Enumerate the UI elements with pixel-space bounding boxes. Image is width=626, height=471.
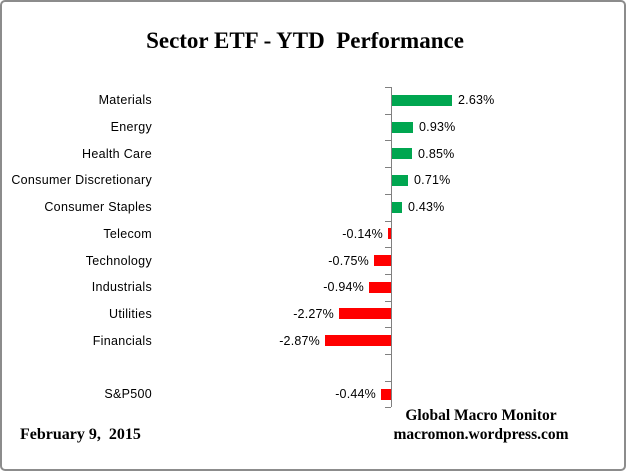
category-label-industrials: Industrials bbox=[91, 280, 152, 294]
category-label-consumer-discretionary: Consumer Discretionary bbox=[11, 173, 152, 187]
axis-tick-mark bbox=[385, 221, 391, 222]
axis-tick-mark bbox=[385, 114, 391, 115]
bar-industrials bbox=[369, 282, 391, 293]
bar-s-p500 bbox=[381, 389, 391, 400]
chart-title: Sector ETF - YTD Performance bbox=[146, 28, 464, 53]
axis-tick-mark bbox=[385, 381, 391, 382]
value-label-consumer-discretionary: 0.71% bbox=[414, 173, 451, 187]
axis-tick-mark bbox=[385, 140, 391, 141]
axis-tick-mark bbox=[385, 327, 391, 328]
axis-tick-mark bbox=[385, 407, 391, 408]
bar-health-care bbox=[392, 148, 412, 159]
value-label-technology: -0.75% bbox=[328, 254, 369, 268]
axis-tick-mark bbox=[385, 301, 391, 302]
bar-energy bbox=[392, 122, 413, 133]
category-label-materials: Materials bbox=[98, 93, 152, 107]
category-label-health-care: Health Care bbox=[82, 147, 152, 161]
category-label-s-p500: S&P500 bbox=[104, 387, 152, 401]
category-label-energy: Energy bbox=[110, 120, 152, 134]
value-label-consumer-staples: 0.43% bbox=[408, 200, 445, 214]
bar-consumer-staples bbox=[392, 202, 402, 213]
value-label-financials: -2.87% bbox=[279, 334, 320, 348]
footer-brand-url: macromon.wordpress.com bbox=[393, 426, 569, 443]
bar-utilities bbox=[339, 308, 391, 319]
footer-brand-name: Global Macro Monitor bbox=[405, 407, 557, 424]
value-label-industrials: -0.94% bbox=[323, 280, 364, 294]
value-label-s-p500: -0.44% bbox=[335, 387, 376, 401]
category-label-telecom: Telecom bbox=[103, 227, 152, 241]
axis-tick-mark bbox=[385, 194, 391, 195]
footer-brand: Global Macro Monitor macromon.wordpress.… bbox=[392, 406, 570, 444]
bar-consumer-discretionary bbox=[392, 175, 408, 186]
footer-date: February 9, 2015 bbox=[20, 426, 141, 443]
bar-telecom bbox=[388, 228, 391, 239]
value-label-energy: 0.93% bbox=[419, 120, 456, 134]
category-label-utilities: Utilities bbox=[109, 307, 152, 321]
bar-financials bbox=[325, 335, 391, 346]
bar-materials bbox=[392, 95, 452, 106]
value-label-utilities: -2.27% bbox=[293, 307, 334, 321]
value-label-telecom: -0.14% bbox=[342, 227, 383, 241]
axis-tick-mark bbox=[385, 274, 391, 275]
category-label-technology: Technology bbox=[85, 254, 152, 268]
axis-tick-mark bbox=[385, 167, 391, 168]
category-label-consumer-staples: Consumer Staples bbox=[44, 200, 152, 214]
axis-tick-mark bbox=[385, 354, 391, 355]
y-axis-line bbox=[391, 87, 392, 408]
axis-tick-mark bbox=[385, 247, 391, 248]
bar-technology bbox=[374, 255, 391, 266]
value-label-materials: 2.63% bbox=[458, 93, 495, 107]
value-label-health-care: 0.85% bbox=[418, 147, 455, 161]
axis-tick-mark bbox=[385, 87, 391, 88]
category-label-financials: Financials bbox=[92, 334, 152, 348]
